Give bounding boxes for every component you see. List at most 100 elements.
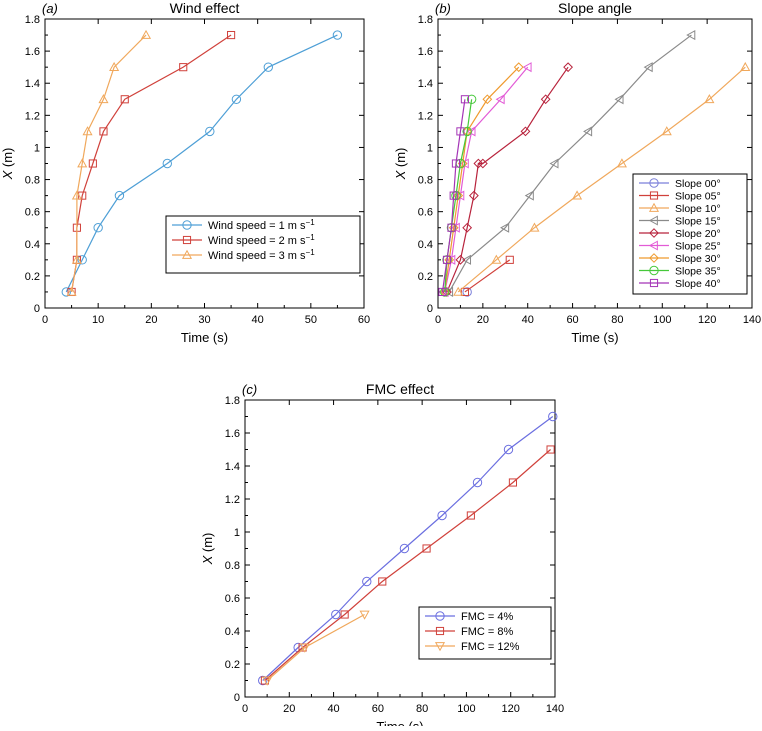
data-point-a-1 [120,95,129,104]
data-point-b-4 [563,62,573,73]
x-tick-label-c: 100 [457,703,475,715]
y-tick-label-c: 0 [234,692,240,704]
y-axis-label-var-a: X [0,169,15,180]
data-point-b-2 [529,222,540,232]
data-point-b-3 [549,158,559,169]
data-point-b-2 [572,190,583,200]
series-line-b-5 [444,66,529,293]
legend-label-text-b-4: Slope 20° [675,228,721,240]
data-point-b-8 [460,95,469,104]
y-tick-label-b: 1 [427,142,433,154]
legend-label-text-b-2: Slope 10° [675,203,721,215]
series-line-a-0 [65,34,338,293]
x-tick-label-b: 60 [566,314,578,326]
data-point-c-1 [508,478,517,487]
data-point-c-0 [472,477,483,488]
legend-marker-b-6 [649,253,659,263]
chart-title-a: Wind effect [170,0,240,16]
legend-label-a-0: Wind speed = 1 m s−1 [208,218,315,232]
legend-marker-b-8 [649,278,659,288]
data-point-b-4 [477,158,488,169]
legend-label-sup-a-2: −1 [306,248,316,257]
data-point-b-2 [661,126,672,136]
legend-marker-b-7 [649,265,659,276]
y-tick-label-b: 1.4 [418,78,433,90]
x-tick-label-c: 20 [283,703,295,715]
panel-label-c: (c) [242,382,257,397]
data-point-a-2 [82,126,93,136]
y-tick-label-c: 0.4 [225,626,240,638]
data-point-c-0 [362,576,372,587]
y-axis-label-a: X (m) [0,148,15,181]
legend-label-text-c-2: FMC = 12% [461,641,520,653]
legend-marker-c-0 [435,611,445,621]
legend-marker-b-1 [649,191,659,200]
data-point-a-1 [78,191,87,200]
legend-label-b-6: Slope 30° [675,253,721,265]
data-point-b-2 [740,61,751,72]
y-tick-label-a: 1.2 [25,110,40,122]
data-point-b-8 [456,127,465,136]
data-point-b-7 [462,126,472,137]
data-point-a-2 [66,286,77,296]
x-tick-label-a: 40 [252,314,264,326]
x-tick-label-a: 50 [305,314,317,326]
data-point-a-2 [71,190,82,200]
x-tick-label-a: 60 [358,314,370,326]
x-tick-label-b: 140 [743,314,761,326]
legend-label-a-1: Wind speed = 2 m s−1 [208,233,315,247]
data-point-b-4 [520,126,531,137]
data-point-b-4 [455,254,466,265]
data-point-b-0 [462,287,472,297]
legend-label-sup-a-0: −1 [306,218,316,227]
data-point-b-8 [438,287,447,297]
y-tick-label-c: 0.8 [225,560,240,572]
legend-marker-c-1 [435,626,445,636]
legend-marker-a-0 [182,220,192,230]
data-point-b-6 [513,62,524,73]
data-point-b-3 [583,126,593,137]
x-axis-label-b: Time (s) [571,330,618,345]
y-tick-label-a: 0.8 [25,175,40,187]
panel-a: 0 10 20 30 40 50 6000.20.40.60.811.21.41.61.8(… [0,0,370,345]
y-tick-label-b: 1.8 [418,14,433,26]
legend-label-b-4: Slope 20° [675,228,721,240]
data-point-b-1 [505,255,514,264]
data-point-a-0 [61,287,71,297]
y-tick-label-c: 1 [234,527,240,539]
data-point-b-7 [440,287,450,297]
data-point-c-2 [359,610,370,620]
legend-marker-a-2 [181,249,193,259]
legend-marker-b-0 [649,178,659,188]
x-tick-label-b: 80 [611,314,623,326]
legend-label-text-b-6: Slope 30° [675,253,721,265]
series-line-b-6 [444,66,520,293]
data-point-c-2 [262,676,273,686]
panel-b: 0 20 40 60 80 100 120 140 0 0.2 0.4 0.6 0.8 1 1.2 1.4 1.… [393,0,761,345]
data-point-b-2 [616,158,627,168]
series-line-a-2 [70,34,147,293]
data-point-a-1 [179,63,188,72]
y-tick-label-c: 0.6 [225,593,240,605]
data-point-a-0 [114,190,125,201]
legend-label-c-0: FMC = 4% [461,611,513,623]
data-point-a-2 [98,94,109,104]
series-line-c-1 [264,449,551,681]
data-point-b-5 [495,94,505,105]
legend-label-c-2: FMC = 12% [461,641,520,653]
panel-label-a: (a) [42,1,58,16]
data-point-b-4 [442,287,452,297]
legend-label-c-1: FMC = 8% [461,626,513,638]
x-tick-label-c: 40 [327,703,339,715]
series-line-c-0 [262,416,554,681]
y-tick-label-c: 0.2 [225,659,240,671]
legend-label-text-b-1: Slope 05° [675,191,721,203]
y-axis-label-unit-b: (m) [393,148,408,171]
data-point-a-2 [77,158,88,168]
legend-marker-b-2 [648,202,660,212]
data-point-b-2 [491,254,502,264]
data-point-b-6 [448,222,459,233]
data-point-c-1 [466,511,475,520]
